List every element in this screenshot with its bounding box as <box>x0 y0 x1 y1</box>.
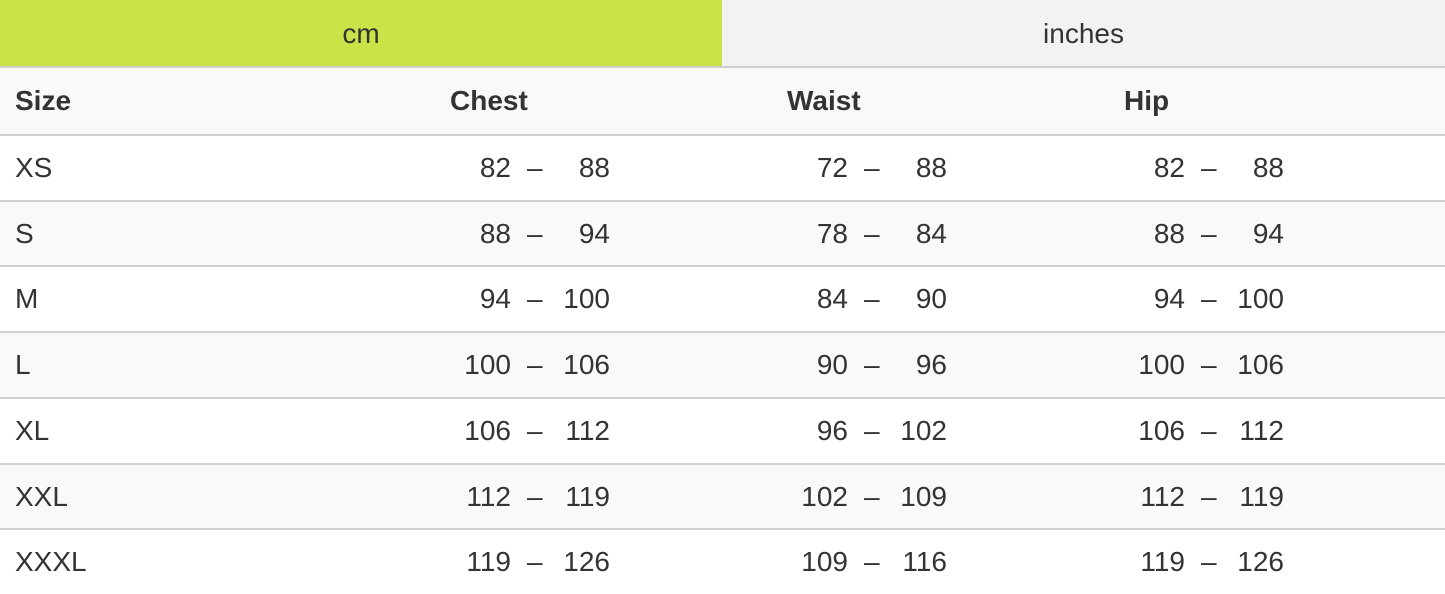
unit-tabs: cm inches <box>0 0 1445 67</box>
hip-separator: – <box>1201 546 1217 577</box>
waist-max: 88 <box>915 152 947 183</box>
hip-min: 100 <box>1138 349 1185 380</box>
waist-separator: – <box>864 349 880 380</box>
waist-min: 84 <box>816 283 848 314</box>
waist-max: 84 <box>915 217 947 249</box>
tab-inches[interactable]: inches <box>722 0 1445 67</box>
size-cell: M <box>15 283 39 314</box>
chest-max: 126 <box>563 546 610 577</box>
hip-min: 82 <box>1153 152 1185 183</box>
chest-min: 106 <box>464 415 511 446</box>
hip-separator: – <box>1201 152 1217 183</box>
chest-separator: – <box>527 283 543 314</box>
waist-separator: – <box>864 546 880 577</box>
size-cell: XL <box>15 415 50 446</box>
header-waist: Waist <box>787 85 861 116</box>
waist-max: 90 <box>915 283 947 314</box>
table-row: XXL 112–119 102–109 112–119 <box>0 463 1445 528</box>
chest-separator: – <box>527 217 543 249</box>
chest-min: 112 <box>466 480 511 512</box>
table-header: Size Chest Waist Hip <box>0 66 1445 134</box>
chest-max: 88 <box>578 152 610 183</box>
chest-separator: – <box>527 152 543 183</box>
chest-separator: – <box>527 415 543 446</box>
waist-min: 109 <box>801 546 848 577</box>
hip-separator: – <box>1201 217 1217 249</box>
chest-max: 112 <box>565 415 610 446</box>
table-row: XS 82–88 72–88 82–88 <box>0 134 1445 200</box>
chest-min: 82 <box>479 152 511 183</box>
waist-separator: – <box>864 415 880 446</box>
hip-max: 94 <box>1252 217 1284 249</box>
waist-min: 78 <box>816 217 848 249</box>
hip-separator: – <box>1201 349 1217 380</box>
waist-separator: – <box>864 480 880 512</box>
hip-max: 112 <box>1239 415 1284 446</box>
size-cell: XS <box>15 152 53 183</box>
chest-separator: – <box>527 546 543 577</box>
hip-separator: – <box>1201 480 1217 512</box>
header-chest: Chest <box>450 85 528 116</box>
waist-max: 116 <box>902 546 947 577</box>
hip-max: 88 <box>1252 152 1284 183</box>
chest-separator: – <box>527 349 543 380</box>
hip-min: 88 <box>1153 217 1185 249</box>
waist-max: 102 <box>900 415 947 446</box>
hip-max: 106 <box>1237 349 1284 380</box>
hip-max: 100 <box>1237 283 1284 314</box>
size-cell: XXL <box>15 480 68 512</box>
chest-max: 106 <box>563 349 610 380</box>
chest-separator: – <box>527 480 543 512</box>
chest-max: 100 <box>563 283 610 314</box>
chest-min: 88 <box>479 217 511 249</box>
hip-min: 106 <box>1138 415 1185 446</box>
size-cell: S <box>15 217 34 249</box>
hip-min: 119 <box>1140 546 1185 577</box>
header-hip: Hip <box>1124 85 1170 116</box>
table-row: L 100–106 90–96 100–106 <box>0 331 1445 397</box>
chest-max: 119 <box>565 480 610 512</box>
size-cell: L <box>15 349 31 380</box>
hip-max: 126 <box>1237 546 1284 577</box>
table-row: XL 106–112 96–102 106–112 <box>0 397 1445 463</box>
waist-separator: – <box>864 217 880 249</box>
hip-min: 94 <box>1153 283 1185 314</box>
hip-max: 119 <box>1239 480 1284 512</box>
table-row: XXXL 119–126 109–116 119–126 <box>0 528 1445 594</box>
size-cell: XXXL <box>15 546 87 577</box>
waist-max: 109 <box>900 480 947 512</box>
hip-separator: – <box>1201 283 1217 314</box>
waist-min: 72 <box>816 152 848 183</box>
table-row: M 94–100 84–90 94–100 <box>0 265 1445 331</box>
waist-min: 102 <box>801 480 848 512</box>
waist-min: 96 <box>816 415 848 446</box>
chest-min: 100 <box>464 349 511 380</box>
waist-max: 96 <box>915 349 947 380</box>
waist-separator: – <box>864 283 880 314</box>
hip-min: 112 <box>1140 480 1185 512</box>
chest-min: 119 <box>466 546 511 577</box>
chest-min: 94 <box>479 283 511 314</box>
waist-min: 90 <box>816 349 848 380</box>
tab-cm[interactable]: cm <box>0 0 722 67</box>
header-size: Size <box>15 85 72 116</box>
waist-separator: – <box>864 152 880 183</box>
chest-max: 94 <box>578 217 610 249</box>
table-row: S 88–94 78–84 88–94 <box>0 200 1445 265</box>
hip-separator: – <box>1201 415 1217 446</box>
